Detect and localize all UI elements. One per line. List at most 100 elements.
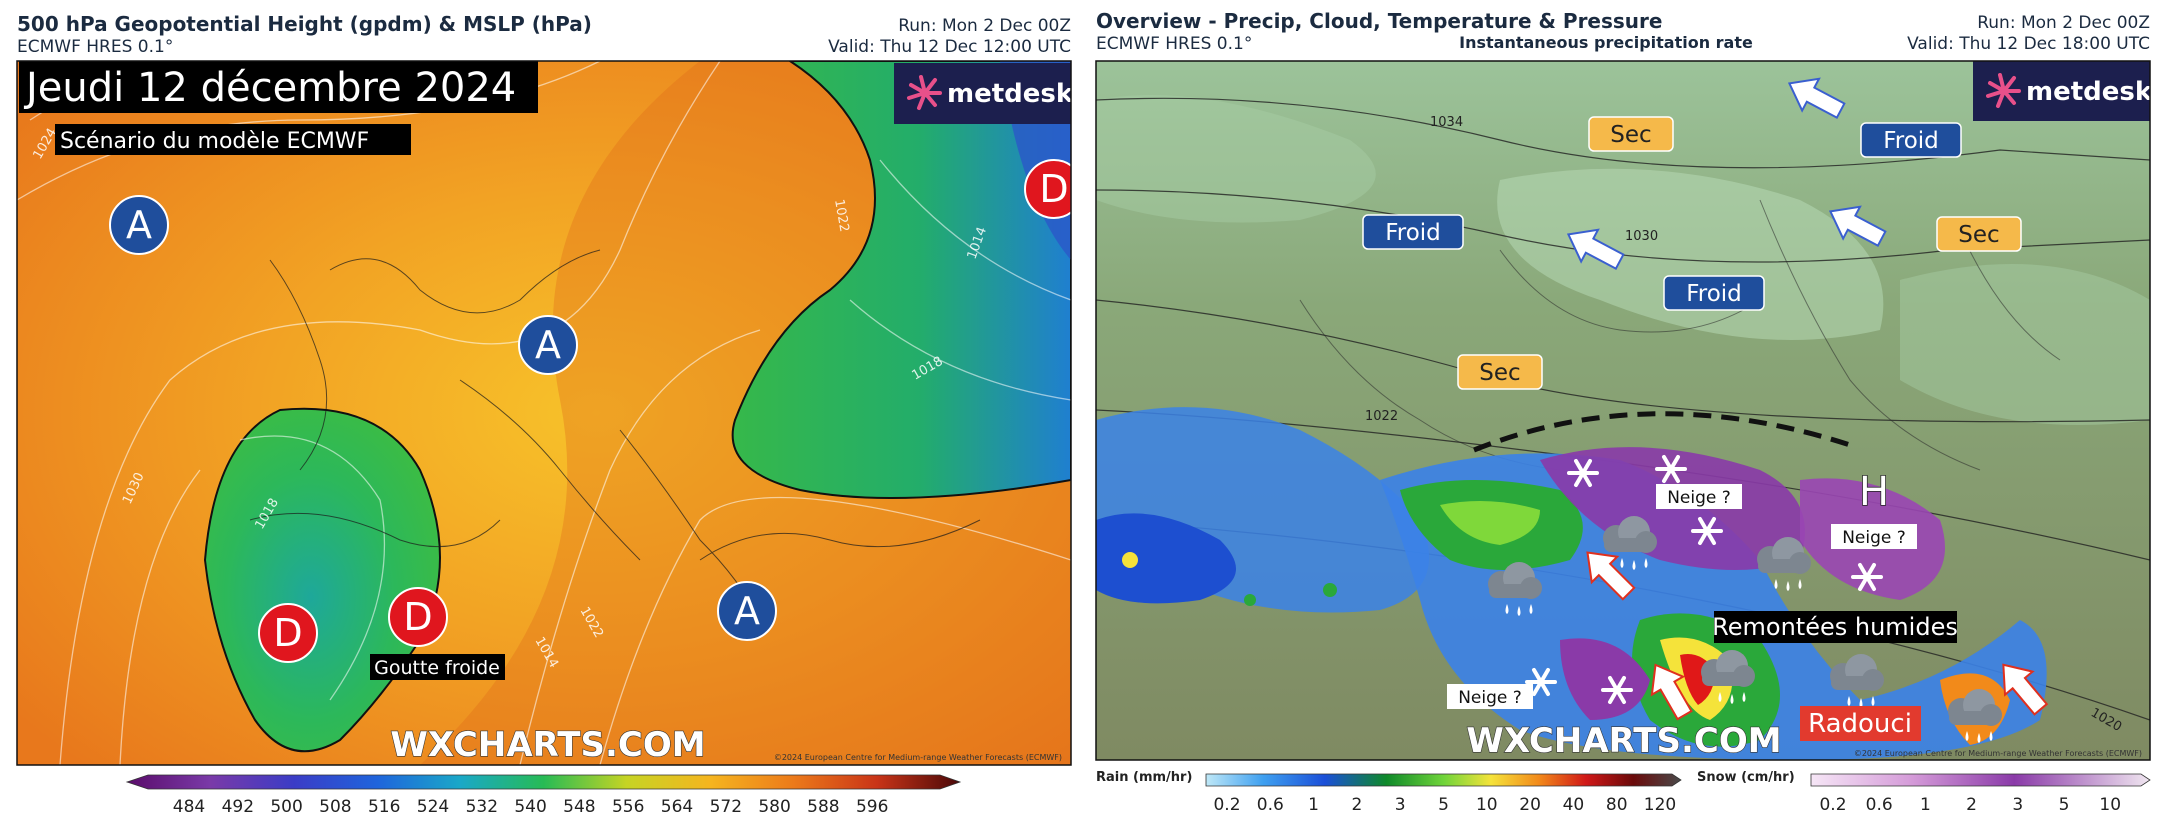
brand-logo — [907, 75, 942, 110]
mild-box — [1800, 706, 1921, 741]
run: Run: Mon 2 Dec 00Z — [1977, 13, 2150, 33]
watermark: WXCHARTS.COM — [390, 725, 705, 765]
tick-label: 588 — [807, 797, 839, 817]
cloud-cover — [1096, 95, 1376, 223]
tick-label: 492 — [222, 797, 254, 817]
legend-title: Rain (mm/hr) — [1096, 770, 1192, 785]
tick-label: 5 — [1438, 795, 1449, 815]
snow-label: Neige ? — [1667, 488, 1731, 508]
cloud-cover — [1900, 264, 2150, 425]
annotation: Goutte froide — [374, 657, 500, 679]
copyright: ©2024 European Centre for Medium-range W… — [774, 753, 1062, 762]
scenario-box — [55, 124, 411, 155]
tick-label: 500 — [270, 797, 302, 817]
center-marker — [388, 587, 448, 647]
center-label: A — [734, 589, 760, 633]
colorbar — [1810, 773, 2151, 787]
cold-label: Froid — [1385, 220, 1441, 246]
valid: Valid: Thu 12 Dec 12:00 UTC — [828, 37, 1071, 57]
high-label: H — [1859, 469, 1889, 515]
watermark: WXCHARTS.COM — [1466, 721, 1781, 761]
center-marker — [717, 581, 777, 641]
banner: Jeudi 12 décembre 2024 — [23, 65, 516, 111]
tick-label: 572 — [710, 797, 742, 817]
cloud-cover — [1497, 168, 1884, 340]
tick-label: 564 — [661, 797, 693, 817]
tick-label: 5 — [2059, 795, 2070, 815]
borders — [1299, 199, 2061, 471]
center-marker — [258, 603, 318, 663]
subtitle: ECMWF HRES 0.1° — [17, 37, 173, 57]
center-label: D — [273, 611, 302, 655]
brand: metdesk — [2026, 77, 2153, 107]
map-right: 1034 1030 1022 1020 metdesk SecSecSecFro… — [1096, 61, 2153, 761]
snow-box — [1831, 524, 1917, 549]
brand: metdesk — [947, 79, 1074, 109]
colorbar — [1205, 773, 1682, 787]
tick-label: 0.2 — [1819, 795, 1846, 815]
pressure-centers: A A A D D D — [109, 159, 1071, 663]
coastlines — [249, 249, 981, 621]
cold-label-box — [1362, 214, 1464, 250]
dry-label-box — [1457, 354, 1543, 390]
title: Overview - Precip, Cloud, Temperature & … — [1096, 9, 1662, 33]
title: 500 hPa Geopotential Height (gpdm) & MSL… — [17, 12, 592, 36]
map-frame — [1095, 60, 2151, 761]
dry-label: Sec — [1479, 360, 1520, 386]
colorbar-ticks: 0.2 0.6 1 2 3 5 10 20 40 80 120 — [1213, 795, 1676, 815]
copyright: ©2024 European Centre for Medium-range W… — [1854, 749, 2142, 758]
tick-label: 524 — [417, 797, 449, 817]
tick-label: 508 — [319, 797, 351, 817]
tick-label: 596 — [856, 797, 888, 817]
map-left: 1024 1030 1018 1022 1014 1022 1014 1018 … — [17, 61, 1074, 765]
tick-label: 2 — [1351, 795, 1362, 815]
banner-box — [19, 61, 538, 113]
tick-label: 1 — [1920, 795, 1931, 815]
center-marker — [518, 315, 578, 375]
center-label: D — [403, 595, 432, 639]
moist-box — [1714, 611, 1957, 643]
dry-label-box — [1936, 216, 2022, 252]
snow-label: Neige ? — [1458, 688, 1522, 708]
isobar-label: 1030 — [1625, 229, 1658, 244]
center-label: A — [126, 203, 152, 247]
tick-label: 40 — [1563, 795, 1585, 815]
tick-label: 0.2 — [1213, 795, 1240, 815]
tick-label: 10 — [2099, 795, 2121, 815]
colorbar — [125, 774, 962, 790]
tick-label: 10 — [1476, 795, 1498, 815]
tick-label: 3 — [2012, 795, 2023, 815]
tick-label: 580 — [758, 797, 790, 817]
run: Run: Mon 2 Dec 00Z — [898, 16, 1071, 36]
tick-label: 556 — [612, 797, 644, 817]
snow-label: Neige ? — [1842, 528, 1906, 548]
tick-label: 532 — [466, 797, 498, 817]
tick-label: 548 — [563, 797, 595, 817]
tick-label: 484 — [173, 797, 205, 817]
valid: Valid: Thu 12 Dec 18:00 UTC — [1907, 34, 2150, 54]
tick-label: 0.6 — [1257, 795, 1284, 815]
snow-box — [1447, 684, 1533, 709]
cold-label-box — [1663, 275, 1765, 311]
map-frame — [16, 60, 1072, 766]
moist-label: Remontées humides — [1712, 613, 1958, 641]
center-label: A — [535, 323, 561, 367]
tick-label: 1 — [1308, 795, 1319, 815]
tick-label: 3 — [1395, 795, 1406, 815]
tick-label: 2 — [1966, 795, 1977, 815]
caption: Instantaneous precipitation rate — [1459, 33, 1753, 52]
annotations: Sec Sec Sec Froid Froid Froid Neige ? Neige ? Ne… — [1362, 116, 2022, 709]
center-label: D — [1039, 167, 1068, 211]
tick-label: 20 — [1519, 795, 1541, 815]
tick-label: 540 — [514, 797, 546, 817]
center-marker — [1024, 159, 1071, 219]
dry-label-box — [1588, 116, 1674, 152]
center-marker — [109, 195, 169, 255]
annotation-box — [370, 654, 505, 680]
colorbar-ticks: 0.2 0.6 1 2 3 5 10 — [1819, 795, 2121, 815]
cold-label: Froid — [1686, 281, 1742, 307]
tick-label: 120 — [1644, 795, 1676, 815]
cold-label: Froid — [1883, 128, 1939, 154]
